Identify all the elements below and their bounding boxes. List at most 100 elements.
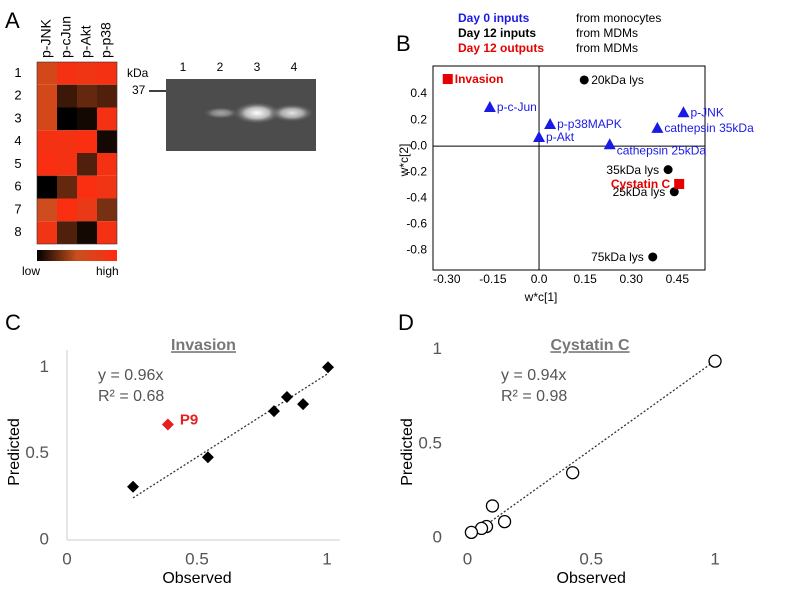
blot-unit: kDa bbox=[127, 66, 149, 80]
panel-letter: C bbox=[5, 310, 21, 335]
trendline bbox=[132, 372, 329, 499]
x-tick-label: 0.5 bbox=[579, 549, 603, 568]
legend-source: from monocytes bbox=[576, 11, 661, 25]
point-label: p-c-Jun bbox=[497, 100, 537, 114]
row-label: 5 bbox=[14, 156, 21, 171]
point bbox=[127, 480, 140, 493]
y-axis-title: w*c[2] bbox=[397, 144, 411, 178]
equation: y = 0.94x bbox=[501, 367, 566, 384]
point bbox=[603, 138, 616, 150]
point bbox=[663, 165, 673, 175]
colorbar bbox=[37, 250, 117, 261]
heatmap-cell bbox=[57, 62, 77, 85]
point-label: 25kDa lys bbox=[613, 185, 666, 199]
point-label: cathepsin 25kDa bbox=[617, 143, 707, 157]
blot-band bbox=[233, 102, 281, 124]
colorbar-label: high bbox=[96, 264, 119, 278]
y-tick-label: 0.4 bbox=[410, 86, 427, 100]
heatmap-cell bbox=[77, 62, 97, 85]
lane-label: 1 bbox=[180, 60, 187, 74]
x-tick-label: 0.45 bbox=[666, 272, 690, 286]
point-label: p-JNK bbox=[690, 105, 723, 119]
point-label: 75kDa lys bbox=[591, 250, 644, 264]
heatmap-cell bbox=[57, 84, 77, 108]
heatmap-cell bbox=[97, 107, 117, 131]
point-label: Cystatin C bbox=[611, 177, 671, 191]
plot-frame bbox=[432, 65, 706, 271]
point bbox=[483, 101, 496, 113]
heatmap-cell bbox=[57, 175, 77, 199]
x-axis-title: Observed bbox=[162, 570, 231, 587]
point bbox=[442, 74, 453, 85]
heatmap-cell bbox=[77, 175, 97, 199]
x-tick-label: -0.30 bbox=[433, 272, 461, 286]
point-label: 20kDa lys bbox=[591, 73, 644, 87]
y-axis-title: Predicted bbox=[6, 418, 23, 486]
point bbox=[322, 361, 335, 374]
heatmap-cell bbox=[97, 221, 117, 244]
point bbox=[201, 451, 214, 464]
row-label: 4 bbox=[14, 133, 21, 148]
y-tick-label: 0.2 bbox=[410, 112, 427, 126]
point bbox=[677, 106, 690, 118]
y-tick-label: -0.8 bbox=[406, 243, 427, 257]
y-tick-label: 0 bbox=[433, 528, 442, 547]
point bbox=[544, 118, 557, 130]
trendline bbox=[471, 360, 716, 536]
r-squared: R² = 0.68 bbox=[98, 388, 164, 405]
heatmap-cell bbox=[77, 130, 97, 153]
column-label: p-cJun bbox=[58, 16, 74, 58]
x-tick-label: -0.15 bbox=[479, 272, 507, 286]
x-tick-label: 0.0 bbox=[531, 272, 548, 286]
heatmap-cell bbox=[57, 107, 77, 131]
row-label: 3 bbox=[14, 110, 21, 125]
y-tick-label: 1 bbox=[433, 339, 442, 358]
lane-label: 2 bbox=[217, 60, 224, 74]
y-tick-label: -0.6 bbox=[406, 217, 427, 231]
x-tick-label: 0 bbox=[463, 549, 472, 568]
point bbox=[485, 499, 500, 513]
equation: y = 0.96x bbox=[98, 367, 163, 384]
heatmap-cell bbox=[57, 198, 77, 222]
point bbox=[267, 405, 280, 418]
point bbox=[533, 131, 546, 143]
heatmap-cell bbox=[77, 221, 97, 244]
y-tick-label: 1 bbox=[40, 357, 49, 376]
panel-letter: A bbox=[5, 8, 20, 33]
y-tick-label: 0.0 bbox=[410, 138, 427, 152]
legend-source: from MDMs bbox=[576, 26, 638, 40]
x-axis-title: w*c[1] bbox=[524, 290, 558, 304]
legend-source: from MDMs bbox=[576, 41, 638, 55]
highlight-label: P9 bbox=[180, 411, 198, 428]
y-tick-label: 0.5 bbox=[25, 443, 49, 462]
panel-letter: D bbox=[398, 310, 414, 335]
point-label: Invasion bbox=[455, 72, 504, 86]
point-label: 35kDa lys bbox=[606, 163, 659, 177]
heatmap-cell bbox=[77, 198, 97, 222]
heatmap-cell bbox=[57, 221, 77, 244]
row-label: 2 bbox=[14, 88, 21, 103]
row-label: 6 bbox=[14, 179, 21, 194]
x-tick-label: 0.5 bbox=[185, 549, 209, 568]
legend-label: Day 0 inputs bbox=[458, 11, 530, 25]
point-label: p-Akt bbox=[546, 130, 575, 144]
blot-marker: 37 bbox=[132, 83, 146, 97]
x-tick-label: 1 bbox=[322, 549, 331, 568]
point bbox=[280, 390, 293, 403]
x-tick-label: 0.30 bbox=[620, 272, 644, 286]
chart-title: Cystatin C bbox=[550, 337, 630, 354]
column-label: p-JNK bbox=[38, 18, 54, 58]
blot-band bbox=[203, 107, 239, 119]
y-tick-label: 0 bbox=[40, 529, 49, 548]
colorbar-label: low bbox=[22, 264, 40, 278]
point bbox=[297, 398, 310, 411]
column-label: p-Akt bbox=[78, 25, 94, 58]
row-label: 8 bbox=[14, 224, 21, 239]
heatmap-cell bbox=[37, 62, 57, 85]
point bbox=[674, 178, 685, 189]
x-tick-label: 0 bbox=[62, 549, 71, 568]
point bbox=[161, 418, 174, 431]
y-tick-label: -0.4 bbox=[406, 190, 427, 204]
